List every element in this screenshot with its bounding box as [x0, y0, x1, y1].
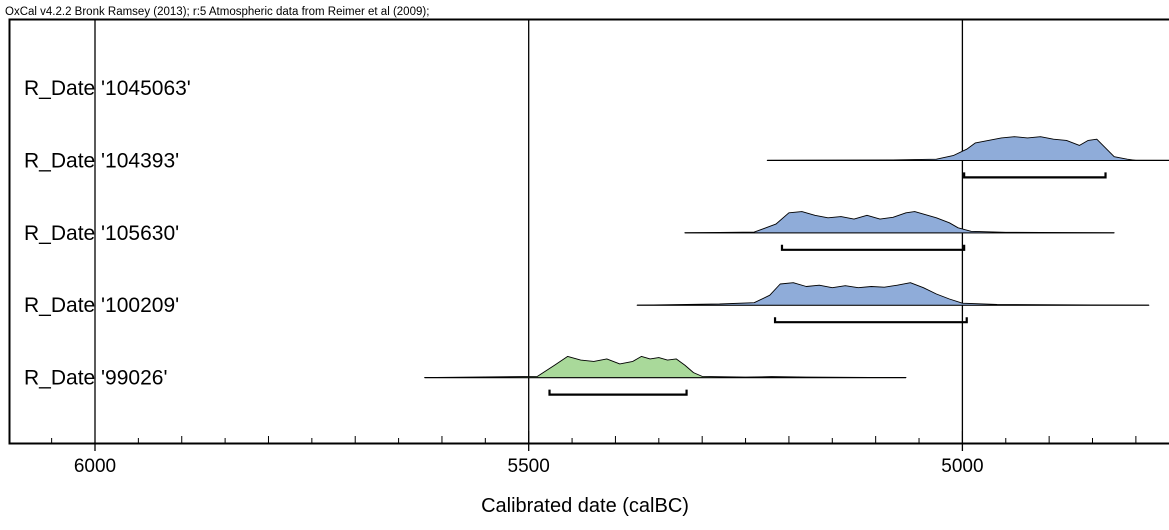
probability-distribution	[425, 356, 906, 377]
distributions: R_Date '1045063' R_Date '104393' R_Date '1…	[24, 64, 1169, 394]
hpd-range-bracket	[550, 390, 687, 395]
tick-label: 5500	[508, 456, 550, 477]
date-label: R_Date '1045063'	[24, 77, 191, 100]
chart-title: OxCal v4.2.2 Bronk Ramsey (2013); r:5 At…	[5, 6, 429, 18]
x-axis-label: Calibrated date (calBC)	[481, 495, 689, 517]
grid-lines	[95, 20, 1169, 443]
distribution-row: R_Date '104393'	[24, 137, 1169, 178]
date-label: R_Date '99026'	[24, 367, 167, 390]
distribution-row: R_Date '100209'	[24, 283, 1149, 323]
probability-distribution	[685, 212, 1114, 233]
hpd-range-bracket	[782, 245, 964, 250]
distribution-row: R_Date '105630'	[24, 212, 1114, 250]
x-axis: 60005500500045004000	[52, 431, 1169, 477]
date-label: R_Date '105630'	[24, 222, 179, 245]
tick-label: 6000	[74, 456, 116, 477]
distribution-row: R_Date '1045063'	[24, 64, 1169, 105]
hpd-range-bracket	[775, 317, 967, 322]
probability-distribution	[637, 283, 1149, 306]
probability-distribution	[767, 137, 1169, 161]
hpd-range-bracket	[964, 172, 1105, 177]
date-label: R_Date '104393'	[24, 149, 179, 172]
date-label: R_Date '100209'	[24, 294, 179, 317]
distribution-row: R_Date '99026'	[24, 356, 906, 394]
tick-label: 5000	[941, 456, 983, 477]
